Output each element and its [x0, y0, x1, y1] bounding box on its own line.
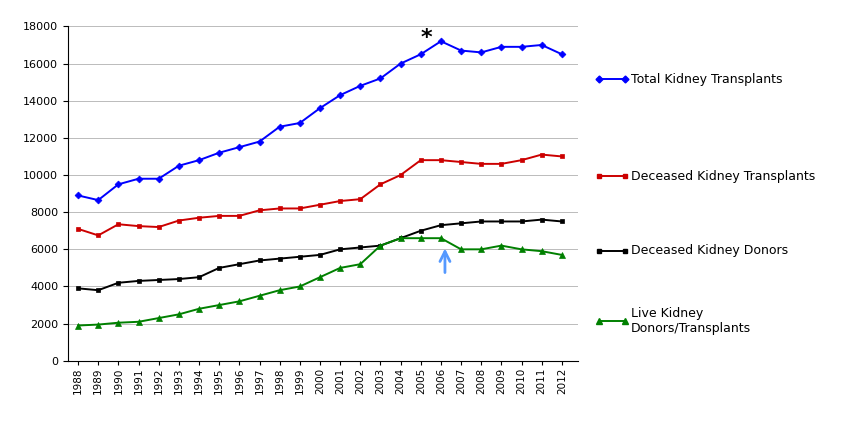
Text: Total Kidney Transplants: Total Kidney Transplants — [631, 73, 782, 86]
Text: *: * — [421, 28, 433, 48]
Text: Deceased Kidney Transplants: Deceased Kidney Transplants — [631, 169, 815, 183]
Text: Live Kidney
Donors/Transplants: Live Kidney Donors/Transplants — [631, 307, 751, 335]
Text: Deceased Kidney Donors: Deceased Kidney Donors — [631, 244, 788, 257]
